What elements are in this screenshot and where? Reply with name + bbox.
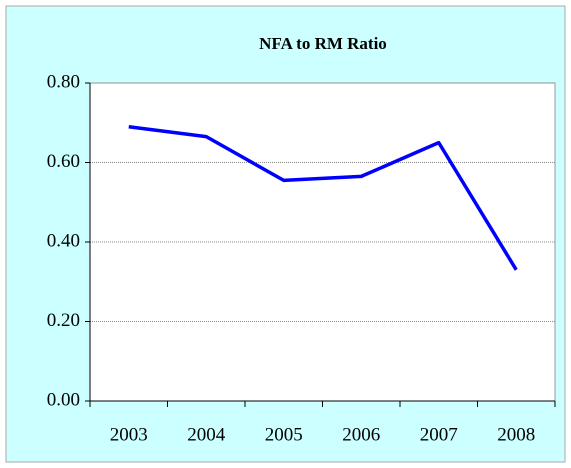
y-tick-label: 0.60 xyxy=(47,151,80,172)
y-tick-label: 0.40 xyxy=(47,230,80,251)
x-tick-label: 2007 xyxy=(420,424,458,445)
data-line xyxy=(128,124,518,271)
x-tick-label: 2008 xyxy=(497,424,535,445)
y-tick-label: 0.00 xyxy=(47,389,80,410)
x-tick-label: 2006 xyxy=(342,424,380,445)
x-tick-label: 2003 xyxy=(110,424,148,445)
y-tick-label: 0.20 xyxy=(47,310,80,331)
x-tick-label: 2004 xyxy=(187,424,226,445)
chart-title: NFA to RM Ratio xyxy=(259,34,387,53)
y-tick-label: 0.80 xyxy=(47,71,80,92)
x-tick-label: 2005 xyxy=(265,424,303,445)
